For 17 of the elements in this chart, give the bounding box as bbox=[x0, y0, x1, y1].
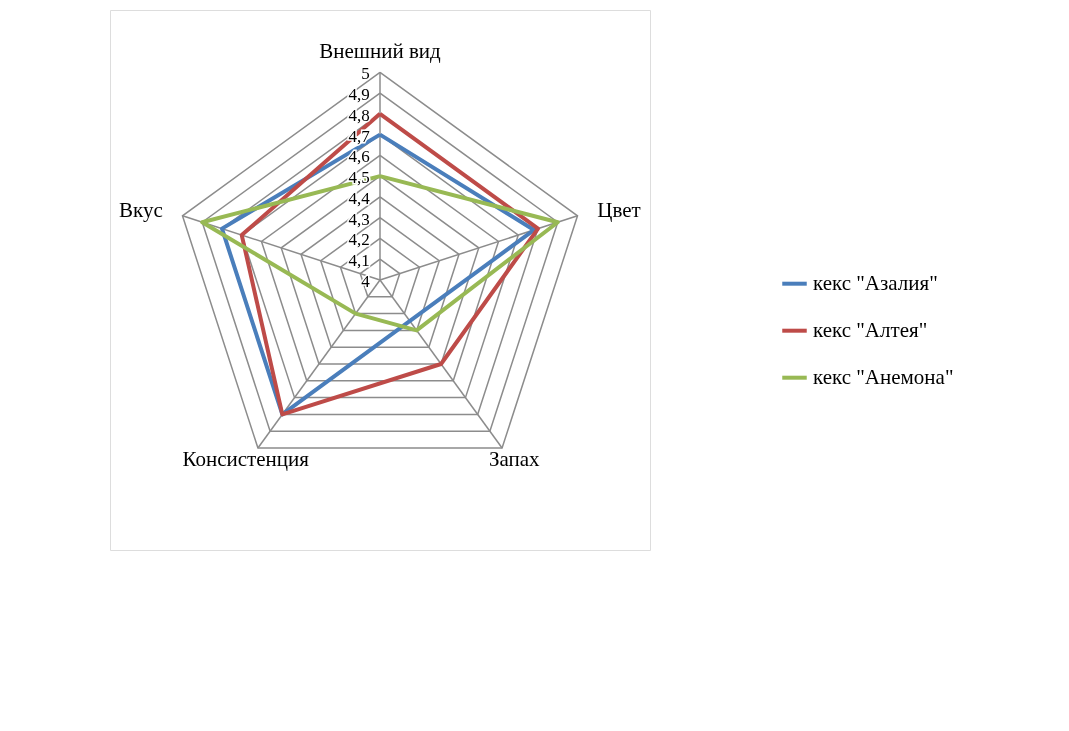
legend-label: кекс "Азалия" bbox=[813, 270, 938, 295]
y-tick-label: 5 bbox=[361, 64, 370, 84]
y-tick-label: 4,6 bbox=[348, 147, 370, 167]
y-tick-label: 4,2 bbox=[348, 230, 370, 250]
y-tick-label: 4,4 bbox=[348, 188, 371, 208]
legend-label: кекс "Алтея" bbox=[813, 317, 928, 342]
spoke-label: Консистенция bbox=[182, 446, 310, 471]
y-tick-label: 4,9 bbox=[348, 85, 370, 105]
y-tick-label: 4,1 bbox=[348, 251, 370, 271]
spoke-label: Запах bbox=[488, 446, 541, 471]
spoke-label: Внешний вид bbox=[319, 38, 442, 63]
spoke-label: Вкус bbox=[118, 198, 163, 223]
y-tick-label: 4,8 bbox=[348, 105, 370, 125]
spoke-label: Цвет bbox=[597, 198, 641, 223]
y-tick-label: 4,3 bbox=[348, 209, 370, 229]
y-tick-label: 4 bbox=[361, 272, 371, 291]
legend-label: кекс "Анемона" bbox=[813, 364, 954, 389]
